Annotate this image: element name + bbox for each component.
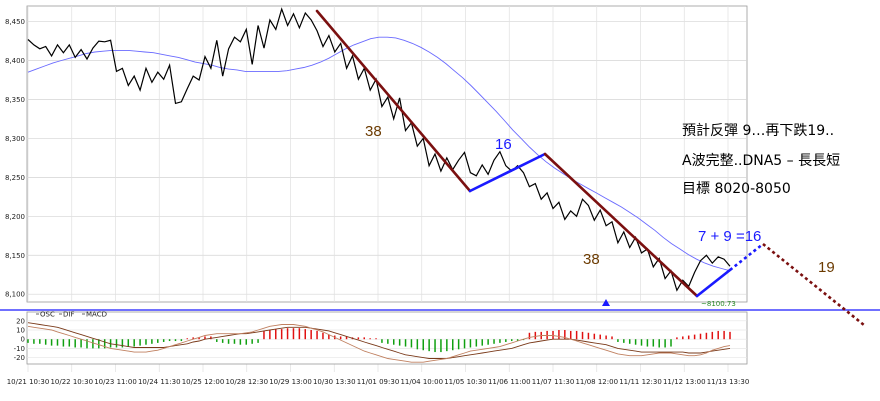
moving-average-line (27, 36, 731, 272)
main-y-tick-label: 8,200 (5, 213, 25, 221)
forecast-note-line: 目標 8020-8050 (682, 181, 791, 197)
main-plot-frame (26, 5, 748, 303)
x-tick-label: 10/25 12:00 (182, 378, 225, 386)
wave-label-38-second: 38 (583, 251, 600, 268)
sub-y-tick-label: 0 (21, 336, 25, 344)
wave-label-38-first: 38 (365, 123, 382, 140)
main-y-tick-label: 8,450 (5, 18, 25, 26)
x-tick-label: 11/13 13:30 (707, 378, 750, 386)
sub-legend-label: DIF (63, 311, 74, 319)
main-y-tick-label: 8,400 (5, 57, 25, 65)
main-y-tick-label: 8,150 (5, 252, 25, 260)
macd-line (27, 322, 731, 359)
sub-y-tick-label: -20 (14, 354, 25, 362)
main-y-tick-label: 8,250 (5, 174, 25, 182)
wave-line-down-2 (543, 152, 699, 298)
wave-line-up-1 (468, 152, 547, 193)
x-tick-label: 10/23 11:00 (94, 378, 137, 386)
x-tick-label: 10/30 13:30 (313, 378, 356, 386)
x-tick-label: 11/08 12:00 (575, 378, 618, 386)
sub-y-tick-label: -10 (14, 345, 25, 353)
wave-projection-up-dotted (729, 242, 764, 272)
x-tick-label: 11/07 11:30 (532, 378, 575, 386)
main-y-tick-label: 8,350 (5, 96, 25, 104)
sub-y-tick-label: 10 (16, 327, 25, 335)
wave-label-rebound: 7 + 9 =16 (698, 228, 761, 245)
sub-legend-label: OSC (40, 311, 55, 319)
x-tick-label: 11/01 09:30 (357, 378, 400, 386)
x-tick-label: 11/04 10:00 (400, 378, 443, 386)
wave-label-16: 16 (495, 136, 512, 153)
x-tick-label: 10/28 12:30 (225, 378, 268, 386)
last-value-label: ~8100.73 (701, 300, 736, 308)
main-y-tick-label: 8,100 (5, 291, 25, 299)
sub-legend-label: MACD (86, 311, 107, 319)
main-y-tick-label: 8,300 (5, 135, 25, 143)
x-tick-label: 10/29 13:00 (269, 378, 312, 386)
wave-projection-down-dotted (762, 242, 865, 327)
x-tick-label: 11/05 10:30 (444, 378, 487, 386)
x-tick-label: 10/21 10:30 (7, 378, 50, 386)
x-tick-label: 11/06 11:00 (488, 378, 531, 386)
x-tick-label: 10/22 10:30 (50, 378, 93, 386)
sub-plot-frame (26, 311, 748, 365)
price-series-line (27, 7, 731, 292)
forecast-note-line: A波完整..DNA5 – 長長短 (682, 153, 840, 169)
sub-y-tick-label: 20 (16, 317, 25, 325)
forecast-note-line: 預計反彈 9…再下跌19.. (682, 123, 834, 139)
dif-line (27, 324, 731, 363)
wave-line-down-1 (315, 9, 472, 193)
wave-line-up-2 (695, 268, 732, 298)
x-tick-label: 11/12 13:00 (663, 378, 706, 386)
x-tick-label: 11/11 12:30 (619, 378, 662, 386)
up-marker-icon (602, 299, 610, 306)
x-tick-label: 10/24 11:30 (138, 378, 181, 386)
wave-label-19: 19 (818, 259, 835, 276)
